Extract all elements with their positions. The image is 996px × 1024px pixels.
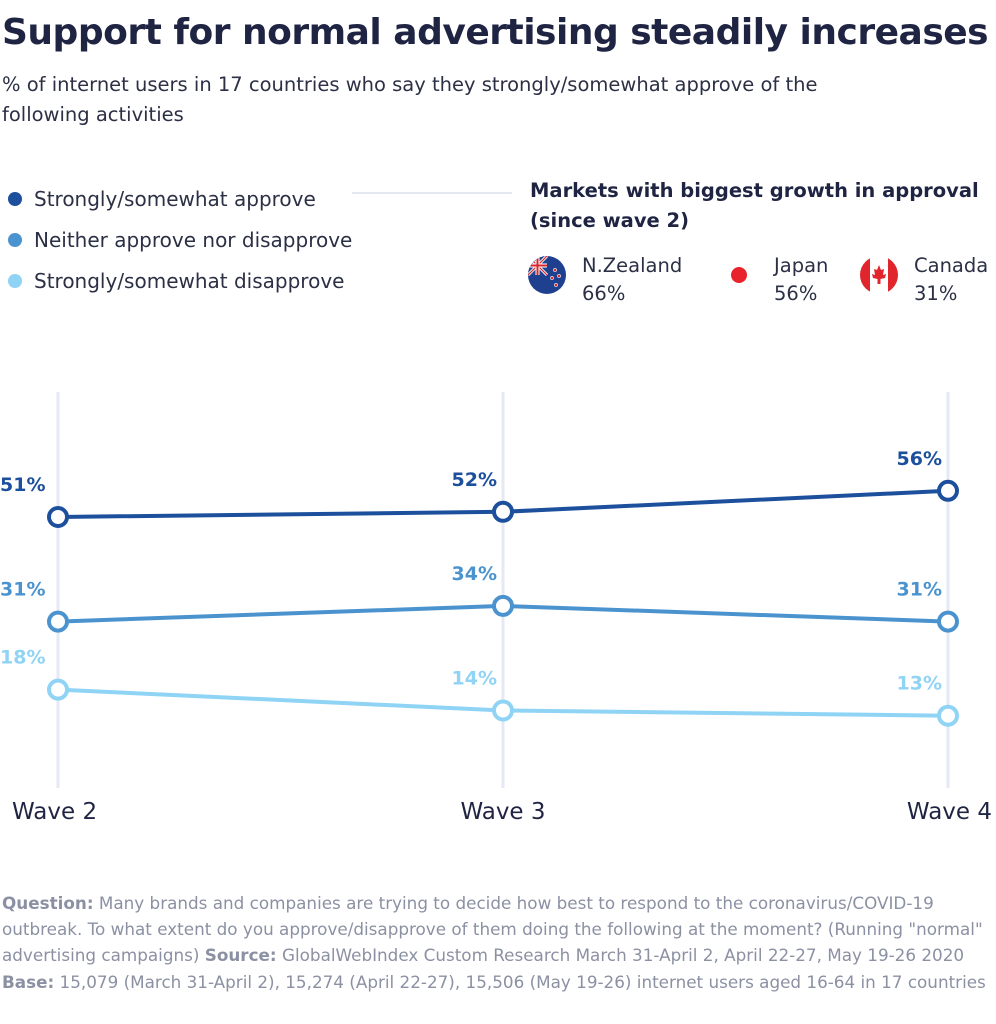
footnote-question-text: Many brands and companies are trying to … xyxy=(2,893,983,966)
legend: Strongly/somewhat approve Neither approv… xyxy=(8,178,352,301)
data-label-s3-3: 13% xyxy=(897,673,942,695)
markets-title: Markets with biggest growth in approval … xyxy=(530,179,979,232)
data-label-s2-3: 31% xyxy=(897,579,942,601)
data-label-s2-2: 34% xyxy=(452,563,497,585)
legend-label-approve: Strongly/somewhat approve xyxy=(34,186,316,211)
chart-subtitle: % of internet users in 17 countries who … xyxy=(2,73,818,126)
legend-dot-approve xyxy=(8,191,22,206)
legend-dot-neither xyxy=(8,232,22,247)
data-label-s2-1: 31% xyxy=(0,579,45,601)
market-value-new-zealand: 66% xyxy=(582,282,626,305)
legend-item-approve: Strongly/somewhat approve xyxy=(8,178,352,219)
data-point-s3-3 xyxy=(937,704,959,727)
x-tick-label-1: Wave 2 xyxy=(12,799,97,825)
data-point-s3-2 xyxy=(492,699,514,722)
x-tick-label-3: Wave 4 xyxy=(907,799,992,825)
market-name-canada: Canada xyxy=(914,254,989,277)
market-value-canada: 31% xyxy=(914,282,958,305)
data-point-s1-2 xyxy=(492,500,514,523)
line-chart: Wave 2 Wave 3 Wave 4 51% 52% 56% 31% 34% 31% 18% 1… xyxy=(0,392,992,825)
legend-item-disapprove: Strongly/somewhat disapprove xyxy=(8,260,352,301)
data-point-s3-1 xyxy=(47,678,69,701)
legend-label-neither: Neither approve nor disapprove xyxy=(34,227,353,252)
legend-divider xyxy=(352,192,512,194)
market-name-new-zealand: N.Zealand xyxy=(582,254,683,277)
footnote-source-text: GlobalWebIndex Custom Research March 31-… xyxy=(281,945,965,966)
footnote-base-label: Base: xyxy=(2,971,55,992)
data-label-s3-1: 18% xyxy=(0,647,45,669)
data-point-s1-3 xyxy=(937,479,959,502)
canada-flag-icon xyxy=(860,256,898,294)
market-canada: Canada 31% xyxy=(860,252,988,308)
market-new-zealand: N.Zealand 66% xyxy=(528,252,682,308)
chart-title: Support for normal advertising steadily … xyxy=(2,12,989,53)
footnote-base-text: 15,079 (March 31-April 2), 15,274 (April… xyxy=(59,971,986,992)
data-point-s2-2 xyxy=(492,594,514,617)
footnote-question-label: Question: xyxy=(2,893,94,913)
data-label-s1-3: 56% xyxy=(897,448,942,470)
data-label-s3-2: 14% xyxy=(452,668,497,690)
new-zealand-flag-icon xyxy=(528,256,566,294)
market-value-japan: 56% xyxy=(774,282,818,305)
legend-item-neither: Neither approve nor disapprove xyxy=(8,219,352,260)
data-label-s1-2: 52% xyxy=(452,469,497,491)
japan-flag-icon xyxy=(720,256,758,294)
footnote-source-label: Source: xyxy=(204,945,277,966)
x-tick-label-2: Wave 3 xyxy=(460,799,545,825)
legend-label-disapprove: Strongly/somewhat disapprove xyxy=(34,268,345,293)
data-point-s2-3 xyxy=(937,610,959,633)
footnote: Question: Many brands and companies are … xyxy=(2,890,992,995)
data-point-s1-1 xyxy=(47,506,69,528)
data-point-s2-1 xyxy=(47,610,69,633)
legend-dot-disapprove xyxy=(8,273,22,288)
markets-list: N.Zealand 66% Japan 56% Canada 31% xyxy=(528,252,996,312)
market-name-japan: Japan xyxy=(774,254,829,277)
market-japan: Japan 56% xyxy=(720,252,828,308)
data-label-s1-1: 51% xyxy=(0,474,45,496)
